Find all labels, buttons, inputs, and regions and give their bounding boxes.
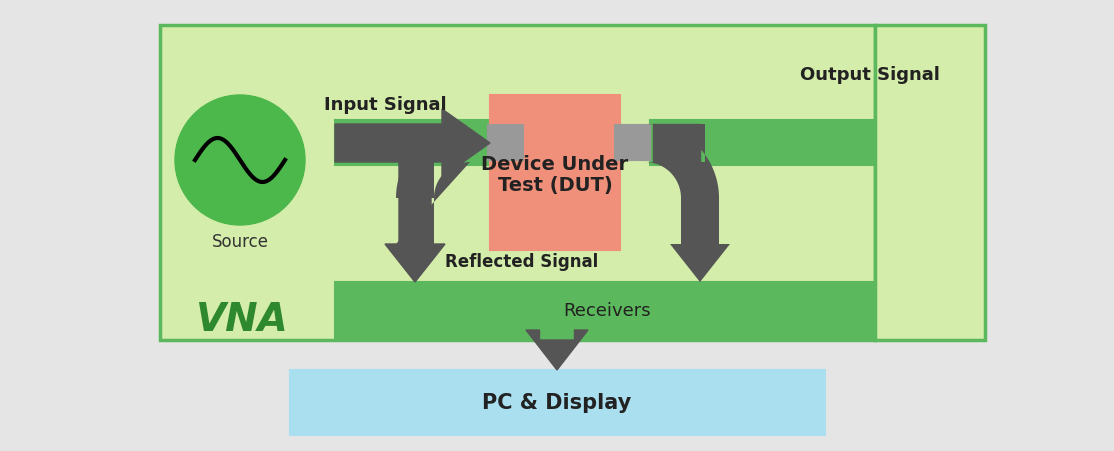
Bar [488,125,522,160]
Bar [490,95,620,250]
Circle shape [175,95,305,225]
Bar [874,25,985,340]
Text: Device Under
Test (DUT): Device Under Test (DUT) [481,155,628,195]
Bar [290,370,825,435]
PathPatch shape [385,124,470,282]
Text: Source: Source [212,233,268,251]
PathPatch shape [645,124,730,282]
Bar [615,125,649,160]
Bar [488,125,522,160]
Text: Output Signal: Output Signal [800,66,940,84]
FancyArrow shape [526,330,588,370]
FancyArrow shape [385,143,444,282]
Bar [615,125,649,160]
FancyArrow shape [335,109,490,177]
Bar [160,25,874,340]
Text: Reflected Signal: Reflected Signal [444,253,598,271]
Bar [335,282,874,340]
Text: Input Signal: Input Signal [324,96,447,114]
FancyArrow shape [653,124,700,162]
Bar [649,120,874,165]
Bar [335,120,490,165]
Text: Receivers: Receivers [564,302,651,320]
Text: PC & Display: PC & Display [482,393,632,413]
Text: VNA: VNA [195,301,287,339]
